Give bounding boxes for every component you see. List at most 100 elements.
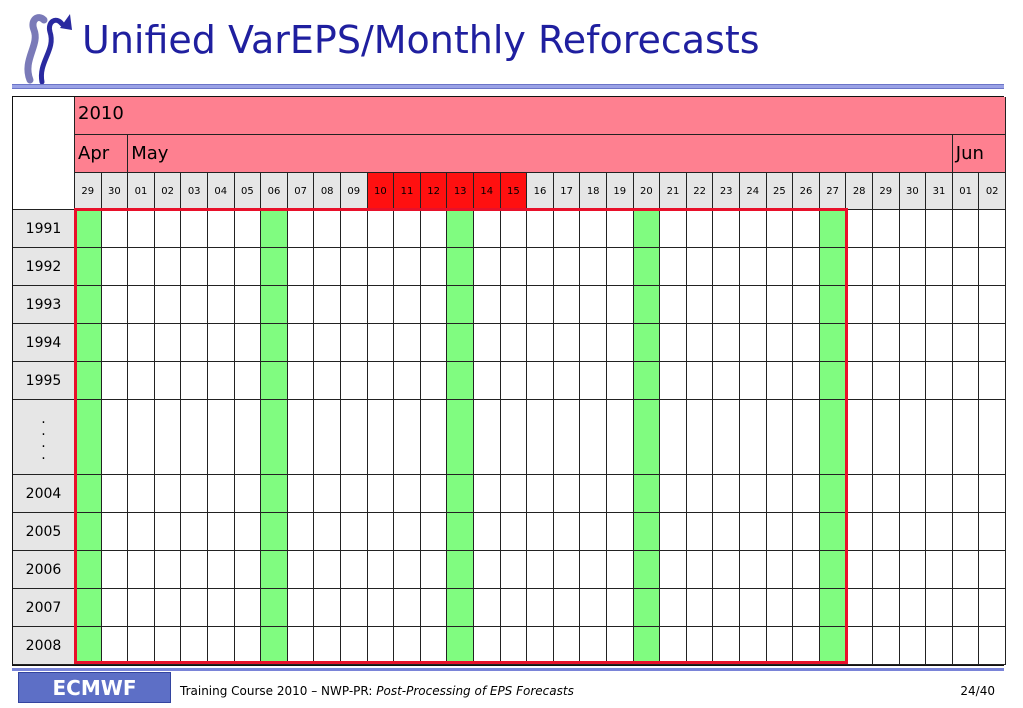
grid-cell [341,589,368,627]
grid-cell [314,362,341,400]
grid-cell [394,324,421,362]
grid-cell [580,475,607,513]
day-header: 28 [846,173,873,210]
grid-cell [154,589,182,627]
year-label: 2007 [13,589,75,627]
grid-cell [181,589,208,627]
grid-cell [128,400,155,475]
grid-cell [314,210,341,248]
grid-cell [128,362,155,400]
grid-cell [873,513,900,551]
reforecast-cell [261,324,288,362]
grid-cell [208,324,235,362]
grid-cell [314,475,341,513]
day-header: 07 [287,173,315,210]
grid-cell [367,400,395,475]
ecmwf-swirl-logo [20,10,78,85]
grid-cell [713,324,740,362]
grid-cell [500,513,528,551]
grid-cell [899,627,927,665]
grid-cell [208,551,235,589]
grid-cell [101,362,129,400]
reforecast-cell [819,513,847,551]
grid-cell [553,513,581,551]
grid-cell [926,627,953,665]
reforecast-cell [819,589,847,627]
reforecast-cell [75,286,102,324]
year-label: 2005 [13,513,75,551]
grid-cell [873,627,900,665]
year-label: 1991 [13,210,75,248]
grid-cell [873,362,900,400]
corner-cell [13,97,75,210]
footer-divider [12,668,1004,671]
grid-cell [846,210,873,248]
grid-cell [154,400,182,475]
grid-cell [607,513,634,551]
grid-cell [979,513,1006,551]
grid-cell [527,362,554,400]
grid-cell [553,248,581,286]
reforecast-cell [633,627,661,665]
grid-cell [766,513,794,551]
grid-cell [341,551,368,589]
grid-cell [314,627,341,665]
reforecast-cell [75,400,102,475]
grid-cell [686,513,714,551]
grid-cell [793,324,820,362]
reforecast-cell [75,475,102,513]
grid-cell [766,400,794,475]
grid-cell [899,551,927,589]
grid-cell [500,589,528,627]
grid-cell [766,210,794,248]
grid-cell [101,324,129,362]
grid-cell [766,286,794,324]
grid-cell [580,248,607,286]
reforecast-cell [75,248,102,286]
grid-cell [873,324,900,362]
grid-cell [952,551,980,589]
grid-cell [234,513,262,551]
reforecast-cell [633,248,661,286]
grid-cell [766,248,794,286]
grid-cell [952,513,980,551]
grid-cell [474,627,501,665]
grid-cell [128,286,155,324]
grid-cell [926,589,953,627]
grid-cell [314,324,341,362]
reforecast-cell [633,589,661,627]
grid-cell [500,324,528,362]
grid-cell [128,513,155,551]
grid-cell [101,551,129,589]
grid-cell [101,513,129,551]
grid-cell [713,551,740,589]
grid-cell [234,589,262,627]
grid-cell [314,589,341,627]
grid-cell [793,286,820,324]
month-header-jun: Jun [952,135,1006,173]
grid-cell [660,286,687,324]
day-header: 17 [553,173,581,210]
grid-cell [926,210,953,248]
day-header: 18 [580,173,607,210]
grid-cell [607,400,634,475]
day-header: 10 [367,173,395,210]
day-header: 21 [660,173,687,210]
grid-cell [154,210,182,248]
year-label: 2004 [13,475,75,513]
day-header: 12 [420,173,448,210]
grid-cell [660,589,687,627]
grid-cell [154,627,182,665]
grid-cell [873,589,900,627]
reforecast-cell [261,551,288,589]
grid-cell [553,551,581,589]
grid-cell [154,248,182,286]
reforecast-cell [447,210,474,248]
grid-cell [420,210,448,248]
grid-cell [234,551,262,589]
grid-cell [287,475,315,513]
grid-cell [181,324,208,362]
reforecast-cell [447,324,474,362]
grid-cell [420,589,448,627]
grid-cell [181,210,208,248]
